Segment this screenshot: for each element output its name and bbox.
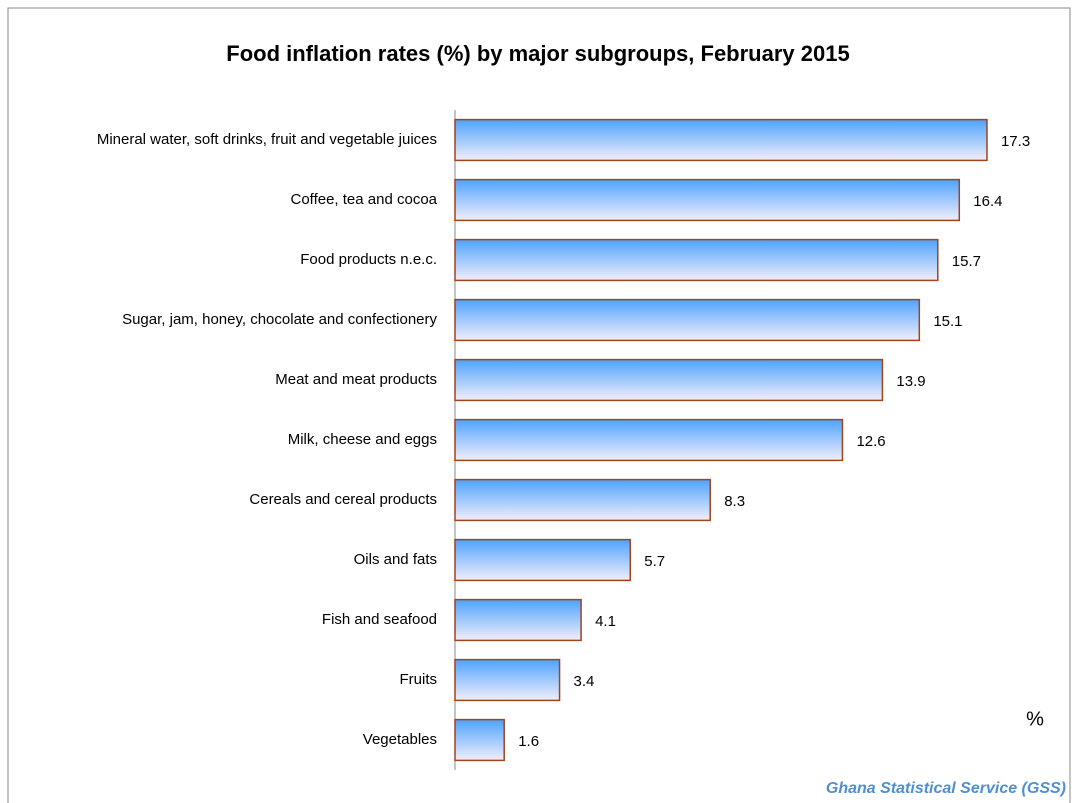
- bar: [454, 718, 505, 762]
- bar: [454, 658, 561, 702]
- bar: [454, 538, 632, 582]
- value-label: 12.6: [856, 433, 885, 450]
- value-label: 3.4: [574, 673, 595, 690]
- bar: [454, 178, 961, 222]
- category-label: Fruits: [399, 671, 438, 688]
- category-label: Food products n.e.c.: [300, 251, 437, 268]
- category-label: Sugar, jam, honey, chocolate and confect…: [122, 311, 437, 328]
- bar: [454, 418, 844, 462]
- frame: [7, 7, 1071, 803]
- value-label: 15.1: [933, 313, 962, 330]
- axis-unit: %: [1026, 708, 1044, 730]
- category-label: Meat and meat products: [275, 371, 437, 388]
- category-label: Vegetables: [362, 731, 437, 748]
- value-label: 15.7: [952, 253, 981, 270]
- bar: [454, 118, 988, 162]
- value-label: 5.7: [644, 553, 665, 570]
- category-label: Milk, cheese and eggs: [287, 431, 437, 448]
- chart-title: Food inflation rates (%) by major subgro…: [226, 41, 849, 66]
- value-label: 17.3: [1001, 133, 1030, 150]
- category-label: Cereals and cereal products: [249, 491, 437, 508]
- bar: [454, 358, 884, 402]
- value-label: 13.9: [896, 373, 925, 390]
- bar: [454, 298, 921, 342]
- value-label: 4.1: [595, 613, 616, 630]
- value-label: 16.4: [973, 193, 1002, 210]
- value-label: 8.3: [724, 493, 745, 510]
- bar: [454, 478, 711, 522]
- category-label: Oils and fats: [353, 551, 437, 568]
- value-label: 1.6: [518, 733, 539, 750]
- category-label: Fish and seafood: [321, 611, 437, 628]
- bar: [454, 598, 582, 642]
- bar: [454, 238, 939, 282]
- category-label: Coffee, tea and cocoa: [290, 191, 438, 208]
- category-label: Mineral water, soft drinks, fruit and ve…: [96, 131, 437, 148]
- source: Ghana Statistical Service (GSS): [826, 780, 1066, 797]
